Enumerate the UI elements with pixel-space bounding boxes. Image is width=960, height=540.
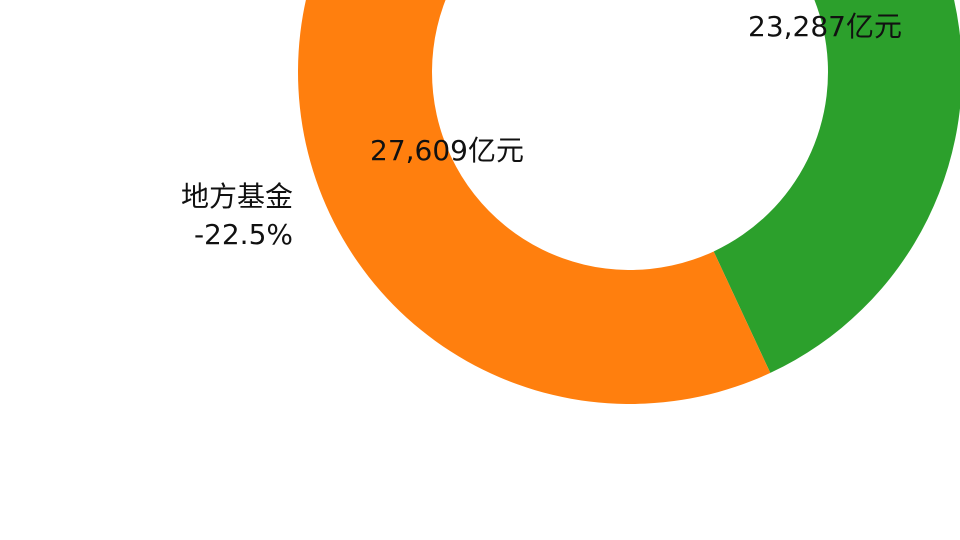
green-value-label: 23,287亿元 [748,10,902,43]
donut-slice-green [713,0,960,373]
orange-category-label: 地方基金 [181,180,293,213]
orange-value-label: 27,609亿元 [370,134,524,167]
orange-change-label: -22.5% [194,218,293,251]
donut-slice-orange [298,0,771,404]
